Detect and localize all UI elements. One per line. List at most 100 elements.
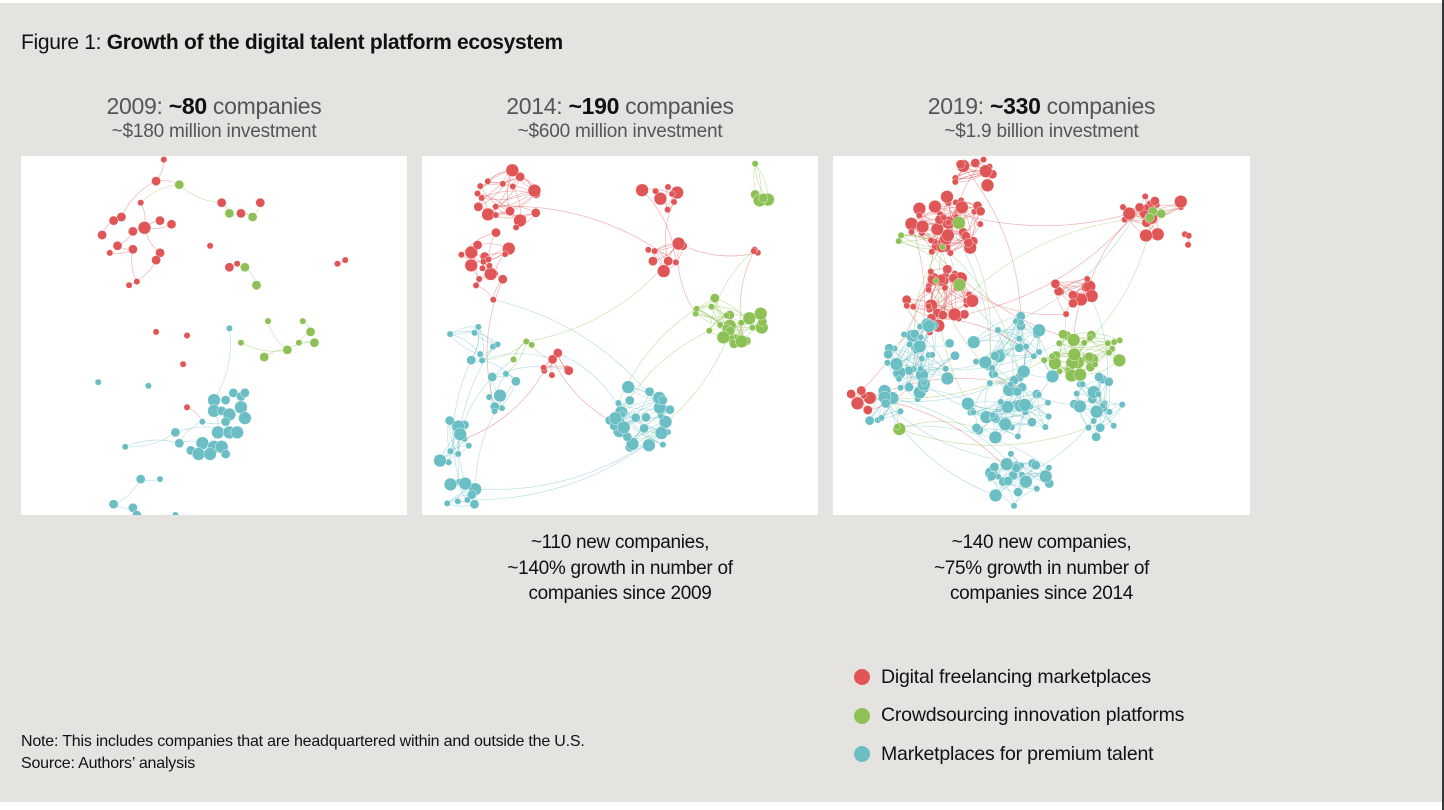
company-node-freelancing bbox=[128, 244, 138, 255]
company-node-premium-talent bbox=[1044, 399, 1052, 407]
company-node-crowdsourcing bbox=[693, 305, 700, 313]
company-node-premium-talent bbox=[961, 397, 975, 411]
company-node-freelancing bbox=[850, 396, 865, 410]
network-edge bbox=[125, 439, 180, 448]
company-node-premium-talent bbox=[639, 423, 649, 434]
company-node-premium-talent bbox=[1010, 502, 1018, 510]
company-node-freelancing bbox=[955, 159, 966, 170]
company-node-premium-talent bbox=[1110, 422, 1118, 430]
company-node-freelancing bbox=[547, 354, 558, 365]
company-node-premium-talent bbox=[913, 339, 927, 354]
network-edge bbox=[140, 184, 180, 203]
company-node-freelancing bbox=[904, 217, 919, 231]
company-node-premium-talent bbox=[897, 384, 904, 392]
company-node-premium-talent bbox=[487, 372, 497, 382]
network-edge bbox=[994, 374, 1103, 407]
network-edge bbox=[481, 353, 553, 361]
company-node-premium-talent bbox=[1014, 343, 1025, 353]
count-suffix: companies bbox=[619, 93, 734, 119]
company-node-freelancing bbox=[1141, 193, 1149, 200]
company-node-premium-talent bbox=[1079, 380, 1086, 388]
company-node-premium-talent bbox=[972, 358, 980, 366]
company-node-freelancing bbox=[106, 249, 114, 257]
company-node-premium-talent bbox=[1035, 391, 1043, 399]
company-node-freelancing bbox=[664, 206, 672, 214]
company-node-freelancing bbox=[970, 158, 981, 168]
company-node-freelancing bbox=[484, 177, 492, 185]
company-node-premium-talent bbox=[1045, 464, 1053, 472]
company-node-freelancing bbox=[137, 199, 145, 207]
company-node-premium-talent bbox=[446, 330, 454, 338]
company-node-premium-talent bbox=[443, 499, 451, 507]
network-edge bbox=[464, 370, 545, 440]
legend-item-freelancing: Digital freelancing marketplaces bbox=[854, 658, 1184, 697]
company-node-crowdsourcing bbox=[264, 317, 272, 325]
company-node-freelancing bbox=[940, 214, 948, 221]
company-node-premium-talent bbox=[1095, 422, 1106, 433]
company-node-freelancing bbox=[635, 183, 649, 197]
company-node-premium-talent bbox=[998, 417, 1012, 431]
company-node-premium-talent bbox=[1106, 408, 1113, 416]
company-node-premium-talent bbox=[1017, 364, 1031, 379]
company-node-premium-talent bbox=[1090, 417, 1098, 425]
company-node-freelancing bbox=[216, 197, 227, 208]
company-node-premium-talent bbox=[665, 404, 675, 415]
node-layer bbox=[846, 156, 1193, 510]
network-panel-2009 bbox=[21, 156, 407, 515]
company-node-premium-talent bbox=[1032, 323, 1046, 337]
company-node-premium-talent bbox=[453, 427, 467, 441]
network-edge bbox=[665, 201, 675, 262]
legend-label: Marketplaces for premium talent bbox=[881, 742, 1154, 765]
company-node-premium-talent bbox=[145, 382, 152, 390]
company-node-crowdsourcing bbox=[722, 312, 730, 319]
company-node-premium-talent bbox=[950, 350, 960, 361]
network-edge bbox=[861, 241, 936, 391]
company-node-premium-talent bbox=[895, 375, 903, 383]
company-node-freelancing bbox=[255, 197, 266, 208]
company-node-freelancing bbox=[334, 260, 341, 268]
company-node-premium-talent bbox=[608, 411, 622, 425]
company-node-premium-talent bbox=[917, 365, 925, 373]
company-node-freelancing bbox=[1185, 232, 1193, 240]
company-node-freelancing bbox=[155, 215, 165, 226]
network-edge bbox=[899, 421, 977, 430]
company-node-crowdsourcing bbox=[1104, 339, 1112, 347]
company-node-crowdsourcing bbox=[1073, 368, 1087, 382]
green-dot-icon bbox=[854, 707, 870, 724]
company-node-freelancing bbox=[915, 212, 923, 219]
company-node-premium-talent bbox=[471, 329, 478, 337]
company-node-freelancing bbox=[166, 219, 177, 229]
company-node-freelancing bbox=[941, 284, 949, 292]
company-node-freelancing bbox=[947, 307, 962, 322]
figure-title: Figure 1: Growth of the digital talent p… bbox=[21, 31, 563, 55]
growth-line: ~140 new companies, bbox=[951, 532, 1132, 553]
company-node-premium-talent bbox=[1018, 398, 1032, 412]
company-node-freelancing bbox=[233, 260, 241, 268]
company-node-premium-talent bbox=[1012, 386, 1023, 397]
note-text: Note: This includes companies that are h… bbox=[21, 733, 585, 750]
panel-2019-header: 2019: ~330 companies ~$1.9 billion inves… bbox=[833, 92, 1250, 144]
company-node-premium-talent bbox=[1085, 424, 1092, 431]
company-node-freelancing bbox=[492, 211, 500, 219]
company-node-premium-talent bbox=[469, 499, 480, 510]
panel-2014-header: 2014: ~190 companies ~$600 million inves… bbox=[422, 92, 818, 144]
legend-label: Crowdsourcing innovation platforms bbox=[881, 704, 1185, 727]
company-node-freelancing bbox=[909, 303, 917, 311]
company-node-premium-talent bbox=[220, 395, 231, 405]
company-node-crowdsourcing bbox=[748, 324, 756, 332]
red-dot-icon bbox=[854, 669, 870, 686]
company-node-freelancing bbox=[505, 163, 519, 177]
network-edge bbox=[935, 280, 1018, 392]
company-node-premium-talent bbox=[641, 412, 651, 423]
company-count: ~190 bbox=[568, 93, 620, 119]
company-node-premium-talent bbox=[897, 407, 904, 415]
company-node-freelancing bbox=[1139, 228, 1153, 243]
company-node-freelancing bbox=[925, 302, 933, 310]
network-edge bbox=[113, 478, 142, 505]
company-node-freelancing bbox=[940, 190, 954, 204]
network-edge bbox=[121, 180, 157, 218]
company-node-crowdsourcing bbox=[224, 208, 235, 219]
company-node-crowdsourcing bbox=[309, 337, 320, 348]
company-node-premium-talent bbox=[240, 388, 250, 398]
company-node-crowdsourcing bbox=[709, 293, 720, 303]
